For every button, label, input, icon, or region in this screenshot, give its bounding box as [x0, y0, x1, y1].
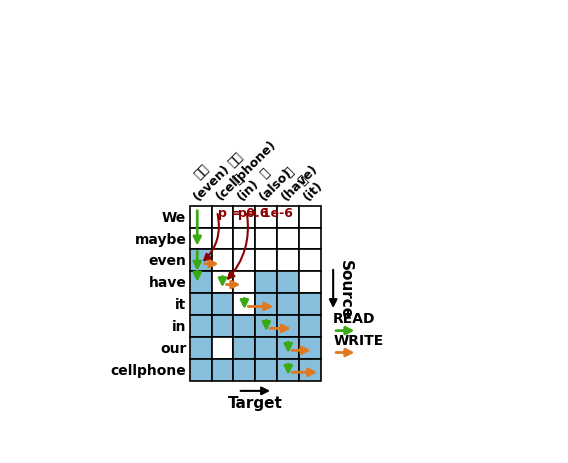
- Bar: [277, 316, 299, 338]
- Bar: [211, 206, 233, 228]
- Bar: [233, 228, 256, 250]
- Bar: [233, 206, 256, 228]
- Text: READ: READ: [333, 312, 375, 325]
- Bar: [277, 228, 299, 250]
- Bar: [211, 316, 233, 338]
- Bar: [299, 359, 321, 381]
- Text: Target: Target: [228, 395, 283, 410]
- Text: p = 0.6: p = 0.6: [218, 206, 269, 219]
- Bar: [277, 272, 299, 294]
- Text: even: even: [148, 254, 186, 268]
- Bar: [211, 250, 233, 272]
- Bar: [211, 338, 233, 359]
- Text: We: We: [162, 210, 186, 224]
- Bar: [256, 206, 277, 228]
- Bar: [256, 294, 277, 316]
- Bar: [299, 294, 321, 316]
- Bar: [299, 316, 321, 338]
- Bar: [299, 228, 321, 250]
- Bar: [277, 250, 299, 272]
- Bar: [211, 272, 233, 294]
- Bar: [233, 316, 256, 338]
- Bar: [211, 228, 233, 250]
- Text: WRITE: WRITE: [333, 333, 383, 347]
- Bar: [190, 316, 211, 338]
- Bar: [277, 206, 299, 228]
- Text: in: in: [172, 319, 186, 333]
- Bar: [256, 228, 277, 250]
- Bar: [299, 206, 321, 228]
- Text: maybe: maybe: [135, 232, 186, 246]
- Text: 里
(in): 里 (in): [224, 166, 262, 203]
- Bar: [190, 359, 211, 381]
- Bar: [190, 294, 211, 316]
- Bar: [256, 250, 277, 272]
- Bar: [190, 338, 211, 359]
- Bar: [277, 359, 299, 381]
- Bar: [233, 250, 256, 272]
- Bar: [256, 359, 277, 381]
- Text: our: our: [160, 341, 186, 356]
- Text: Source: Source: [337, 260, 353, 319]
- Bar: [299, 272, 321, 294]
- Bar: [190, 250, 211, 272]
- Bar: [211, 294, 233, 316]
- Text: 有
(have): 有 (have): [269, 151, 320, 203]
- Text: 它
(it): 它 (it): [290, 168, 325, 203]
- Bar: [277, 294, 299, 316]
- Bar: [299, 338, 321, 359]
- Text: 手机
(cellphone): 手机 (cellphone): [203, 127, 279, 203]
- Bar: [190, 228, 211, 250]
- Text: 也
(also): 也 (also): [247, 155, 295, 203]
- Bar: [233, 294, 256, 316]
- Bar: [190, 206, 211, 228]
- Bar: [190, 272, 211, 294]
- Bar: [256, 316, 277, 338]
- Text: 基至
(even): 基至 (even): [181, 151, 233, 203]
- Bar: [256, 338, 277, 359]
- Text: have: have: [148, 276, 186, 290]
- Bar: [233, 272, 256, 294]
- Bar: [233, 338, 256, 359]
- Text: p= 1e-6: p= 1e-6: [238, 206, 293, 219]
- Bar: [277, 338, 299, 359]
- Bar: [299, 250, 321, 272]
- Bar: [256, 272, 277, 294]
- Text: cellphone: cellphone: [111, 363, 186, 377]
- Bar: [211, 359, 233, 381]
- Text: it: it: [175, 298, 186, 312]
- Bar: [233, 359, 256, 381]
